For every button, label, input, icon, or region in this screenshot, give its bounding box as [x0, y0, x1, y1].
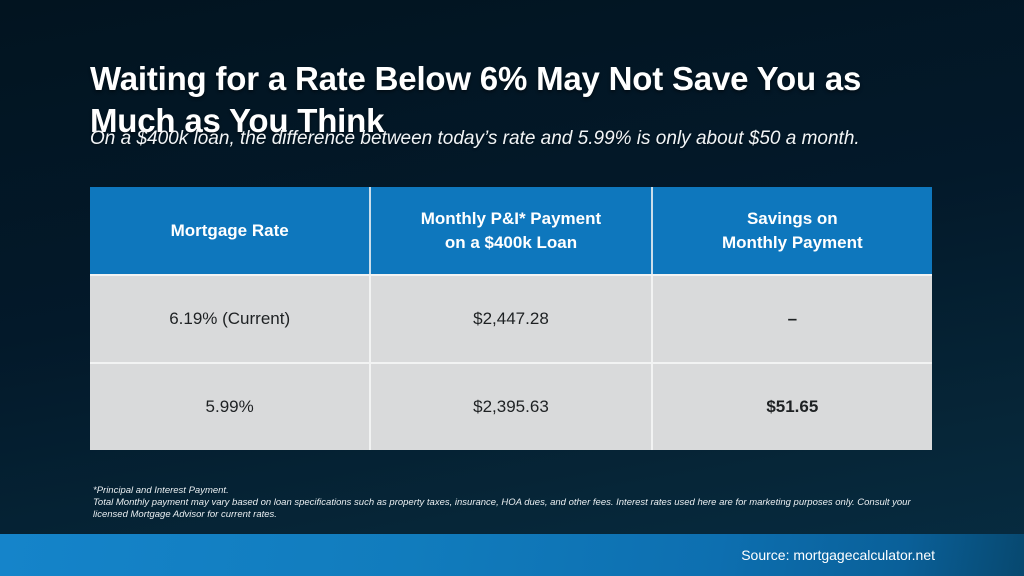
footer-bar: Source: mortgagecalculator.net	[0, 534, 1024, 576]
page-title-line1: Waiting for a Rate Below 6% May Not Save…	[90, 60, 862, 98]
header-cell-savings: Savings on Monthly Payment	[652, 187, 932, 274]
cell-savings-lower: $51.65	[652, 362, 932, 450]
table-row-lower-rate: 5.99% $2,395.63 $51.65	[90, 362, 932, 450]
header-row: Mortgage Rate Monthly P&I* Payment on a …	[90, 187, 932, 274]
cell-payment-lower: $2,395.63	[371, 362, 653, 450]
footnote-disclaimer: *Principal and Interest Payment. Total M…	[93, 485, 911, 520]
subtitle: On a $400k loan, the difference between …	[90, 128, 860, 149]
rates-table-header: Mortgage Rate Monthly P&I* Payment on a …	[90, 187, 932, 274]
page-title-line2: Much as You Think	[90, 102, 385, 140]
cell-payment-current: $2,447.28	[371, 274, 653, 362]
page-title: Waiting for a Rate Below 6% May Not Save…	[90, 58, 861, 142]
cell-rate-current: 6.19% (Current)	[90, 274, 372, 362]
cell-savings-current: –	[652, 274, 932, 362]
rates-table-body: 6.19% (Current) $2,447.28 – 5.99% $2,395…	[90, 274, 932, 450]
header-cell-mortgage-rate: Mortgage Rate	[90, 187, 372, 274]
rates-table: Mortgage Rate Monthly P&I* Payment on a …	[90, 187, 932, 450]
table-row-current-rate: 6.19% (Current) $2,447.28 –	[90, 274, 932, 362]
cell-rate-lower: 5.99%	[90, 362, 372, 450]
header-cell-monthly-payment: Monthly P&I* Payment on a $400k Loan	[371, 187, 653, 274]
source-attribution: Source: mortgagecalculator.net	[741, 547, 935, 563]
